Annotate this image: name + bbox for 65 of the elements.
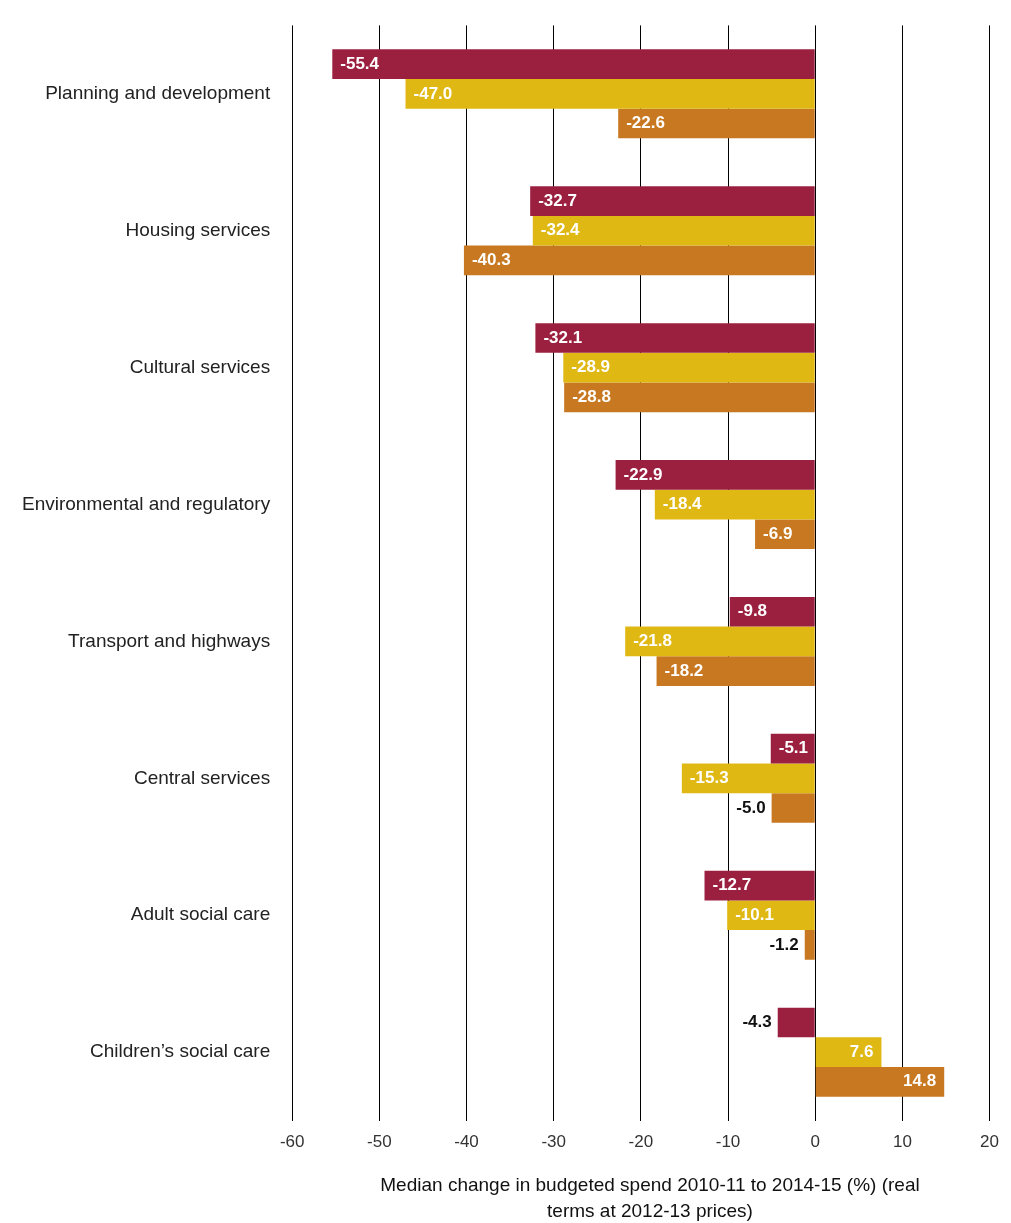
bar xyxy=(771,793,815,823)
data-label: -18.4 xyxy=(662,494,703,514)
x-tick-label: -60 xyxy=(279,1132,305,1152)
data-label: -40.3 xyxy=(471,250,511,270)
data-label: -6.9 xyxy=(763,523,793,543)
bar xyxy=(727,900,815,931)
y-tick-label: Children’s social care xyxy=(89,1040,271,1062)
bar xyxy=(564,382,815,413)
bar xyxy=(563,352,815,383)
data-label: 7.6 xyxy=(849,1041,874,1061)
y-tick-label: Environmental and regulatory xyxy=(21,492,271,514)
y-tick-label: Planning and development xyxy=(45,82,271,104)
bar xyxy=(777,1007,815,1038)
bar xyxy=(332,49,815,80)
data-label: -21.8 xyxy=(633,631,672,651)
x-tick-label: -50 xyxy=(367,1132,392,1152)
bar xyxy=(815,1066,945,1097)
bar xyxy=(815,1037,882,1067)
data-label: -1.2 xyxy=(769,934,799,954)
bar xyxy=(656,656,815,686)
x-tick-label: 10 xyxy=(892,1132,912,1152)
y-tick-label: Transport and highways xyxy=(68,629,271,651)
data-label: -18.2 xyxy=(664,660,704,680)
bar xyxy=(625,626,815,657)
y-tick-label: Adult social care xyxy=(130,903,271,925)
x-tick-label: 0 xyxy=(810,1132,820,1152)
data-label: -10.1 xyxy=(735,904,774,924)
bar xyxy=(704,870,815,901)
bar xyxy=(463,245,815,276)
y-tick-label: Housing services xyxy=(125,218,271,240)
data-label: 14.8 xyxy=(903,1071,937,1091)
data-label: -22.9 xyxy=(623,464,663,484)
data-label: -22.6 xyxy=(626,113,665,133)
data-label: -5.1 xyxy=(778,738,809,758)
data-label: -28.9 xyxy=(571,357,611,377)
data-label: -4.3 xyxy=(742,1012,772,1032)
data-label: -32.7 xyxy=(538,190,577,210)
bar xyxy=(532,215,815,246)
bar xyxy=(654,489,815,520)
x-tick-label: -10 xyxy=(715,1132,741,1152)
bar xyxy=(405,79,815,109)
bar xyxy=(530,186,815,216)
bar xyxy=(535,323,815,353)
x-tick-label: -20 xyxy=(628,1132,654,1152)
data-label: -5.0 xyxy=(736,797,766,817)
x-tick-label: -40 xyxy=(454,1132,479,1152)
y-tick-label: Central services xyxy=(133,766,271,788)
data-label: -15.3 xyxy=(689,768,729,788)
bar xyxy=(618,108,815,139)
bar xyxy=(804,930,815,960)
data-label: -55.4 xyxy=(340,53,380,73)
data-label: -9.8 xyxy=(737,601,768,621)
y-tick-label: Cultural services xyxy=(129,355,271,377)
data-label: -32.1 xyxy=(543,327,583,347)
bar xyxy=(681,763,815,794)
x-tick-label: 20 xyxy=(980,1132,1000,1152)
bar xyxy=(615,460,815,490)
data-label: -12.7 xyxy=(712,875,752,895)
data-label: -32.4 xyxy=(540,220,581,240)
bar xyxy=(755,519,815,550)
data-label: -47.0 xyxy=(413,83,453,103)
x-tick-label: -30 xyxy=(541,1132,566,1152)
x-axis-title: Median change in budgeted spend 2010-11 to 2014-15 (%) (real terms at 2012-13 prices) xyxy=(379,1173,921,1223)
bar xyxy=(729,596,815,627)
data-label: -28.8 xyxy=(572,387,611,406)
